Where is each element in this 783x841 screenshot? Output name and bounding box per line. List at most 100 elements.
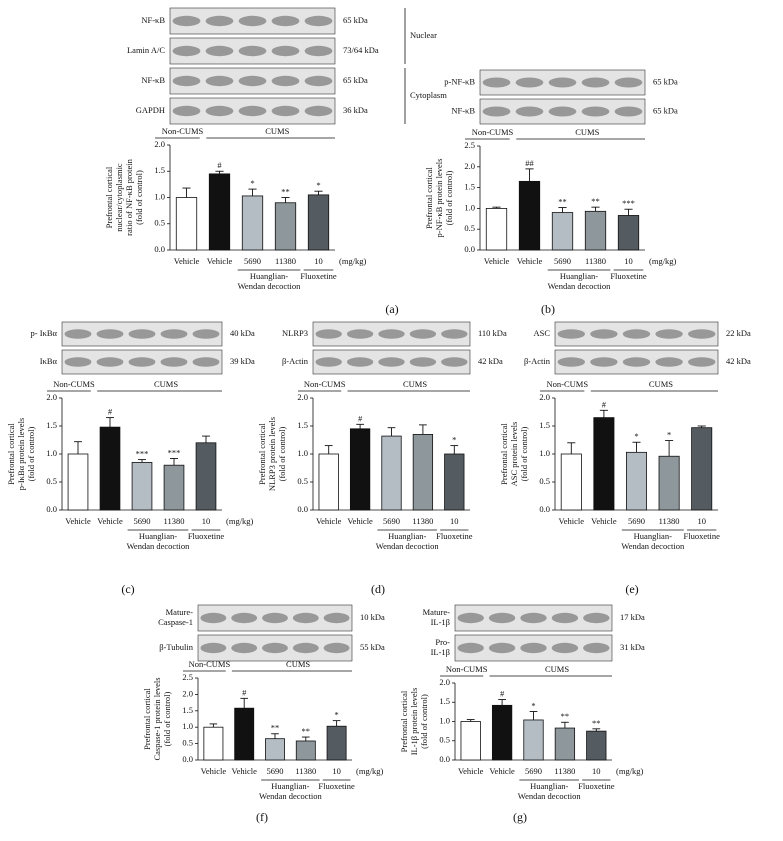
blot-band <box>96 357 124 367</box>
bar <box>99 426 121 511</box>
blot-band <box>583 642 610 654</box>
y-tick-label: 2.0 <box>464 161 475 171</box>
y-tick-label: 0.5 <box>297 476 308 486</box>
y-axis-label: Prefrontal cortical <box>6 423 16 485</box>
significance-label: * <box>634 431 638 441</box>
significance-label: * <box>316 180 320 190</box>
treatment-label: Huanglian- <box>388 531 426 541</box>
blot-band <box>515 77 544 88</box>
treatment-label: Huanglian- <box>560 271 598 281</box>
y-tick-label: 0.0 <box>539 504 550 514</box>
blot-band <box>96 329 124 339</box>
blot-band <box>271 45 300 57</box>
x-tick-label: Vehicle <box>201 766 227 776</box>
blot-size: 65 kDa <box>343 15 368 25</box>
bar <box>203 726 224 761</box>
treatment-label: Fluoxetine <box>578 781 615 791</box>
x-tick-label: 10 <box>697 516 706 526</box>
panel-label: (f) <box>256 810 268 824</box>
blot-band <box>590 357 618 367</box>
blot-label: IL-1β <box>431 647 450 657</box>
y-axis-label: ratio of NF-κB protein <box>124 158 134 236</box>
unit-label: (mg/kg) <box>226 516 254 526</box>
blot-size: 65 kDa <box>343 75 368 85</box>
bar <box>625 451 648 511</box>
y-tick-label: 2.5 <box>464 140 475 150</box>
blot-size: 39 kDa <box>230 356 255 366</box>
blot-band <box>292 642 319 654</box>
blot-size: 42 kDa <box>478 356 503 366</box>
bar <box>131 461 153 511</box>
blot-label: NF-κB <box>141 15 165 25</box>
treatment-label: Wendan decoction <box>259 791 323 801</box>
blot-band <box>557 357 585 367</box>
blot-band <box>551 642 579 654</box>
blot-band <box>192 357 220 367</box>
fraction-label: Nuclear <box>410 30 437 40</box>
blot-band <box>614 77 643 88</box>
blot-band <box>304 45 333 57</box>
blot-band <box>64 357 92 367</box>
y-tick-label: 1.5 <box>182 705 193 715</box>
y-axis-label: (fold of control) <box>444 170 454 225</box>
x-tick-label: Vehicle <box>231 766 257 776</box>
blot-band <box>622 329 651 339</box>
blot-band <box>457 642 484 654</box>
blot-band <box>409 357 437 367</box>
group-label: Non-CUMS <box>162 126 204 136</box>
significance-label: # <box>500 689 505 699</box>
blot-band <box>409 329 437 339</box>
bar <box>491 704 513 761</box>
significance-label: # <box>242 687 247 697</box>
blot-band <box>457 612 484 624</box>
bar <box>265 738 285 761</box>
treatment-label: Fluoxetine <box>300 271 337 281</box>
bar <box>318 453 339 511</box>
blot-label: NLRP3 <box>282 328 308 338</box>
blot-size: 110 kDa <box>478 328 507 338</box>
significance-label: ** <box>281 186 290 196</box>
y-axis-label: Prefrontal cortical <box>499 423 509 485</box>
blot-band <box>622 357 651 367</box>
x-tick-label: 11380 <box>585 256 606 266</box>
treatment-label: Wendan decoction <box>376 541 440 551</box>
bar <box>349 428 371 511</box>
blot-band <box>688 357 716 367</box>
blot-band <box>548 77 577 88</box>
significance-label: * <box>334 710 338 720</box>
y-tick-label: 2.5 <box>182 672 193 682</box>
bar <box>295 740 316 761</box>
x-tick-label: Vehicle <box>347 516 373 526</box>
blot-band <box>271 15 300 27</box>
blot-band <box>172 75 201 87</box>
group-label: Non-CUMS <box>446 664 488 674</box>
bar <box>163 464 185 511</box>
x-tick-label: Vehicle <box>316 516 342 526</box>
significance-label: # <box>217 160 222 170</box>
y-axis-label: Prefrontal cortical <box>257 423 267 485</box>
x-tick-label: 5690 <box>267 766 284 776</box>
y-tick-label: 0.0 <box>297 504 308 514</box>
y-tick-label: 2.0 <box>539 392 550 402</box>
blot-band <box>515 106 544 117</box>
x-tick-label: Vehicle <box>65 516 91 526</box>
blot-band <box>378 357 405 367</box>
y-axis-label: Prefrontal cortical <box>424 167 434 229</box>
bar <box>617 215 640 251</box>
treatment-label: Fluoxetine <box>318 781 355 791</box>
x-tick-label: Vehicle <box>591 516 617 526</box>
x-tick-label: 5690 <box>525 766 542 776</box>
group-label: Non-CUMS <box>472 127 514 137</box>
bar <box>208 173 231 251</box>
blot-band <box>346 357 374 367</box>
blot-label: Lamin A/C <box>127 45 165 55</box>
blot-label: p- IκBα <box>31 328 58 338</box>
y-tick-label: 2.0 <box>46 392 57 402</box>
x-tick-label: 10 <box>202 516 211 526</box>
blot-band <box>304 105 333 117</box>
blot-size: 65 kDa <box>653 105 678 115</box>
y-tick-label: 0.5 <box>464 223 475 233</box>
y-axis-label: Prefrontal cortical <box>104 166 114 228</box>
blot-label: GAPDH <box>136 105 165 115</box>
x-tick-label: 5690 <box>628 516 645 526</box>
